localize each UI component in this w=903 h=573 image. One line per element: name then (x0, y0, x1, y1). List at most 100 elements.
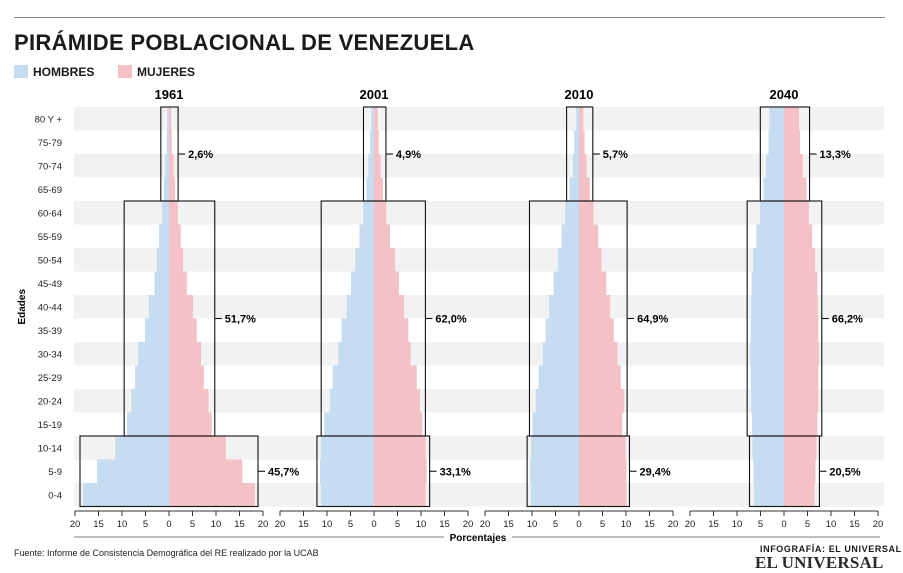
x-tick-label: 15 (439, 519, 450, 530)
x-tick-label: 5 (348, 519, 353, 530)
bar-hombres (752, 436, 784, 460)
x-tick-label: 10 (732, 519, 743, 530)
bar-hombres (766, 154, 784, 178)
age-label: 10-14 (38, 443, 62, 454)
bar-hombres (753, 459, 784, 484)
bar-hombres (530, 483, 579, 507)
bar-hombres (565, 201, 579, 225)
bar-mujeres (579, 130, 585, 155)
bar-hombres (753, 483, 784, 507)
bar-hombres (163, 177, 169, 202)
bar-mujeres (579, 483, 627, 507)
x-tick-label: 10 (621, 519, 632, 530)
x-tick-label: 5 (395, 519, 400, 530)
bar-hombres (561, 224, 579, 249)
bar-mujeres (374, 365, 417, 390)
bar-mujeres (784, 107, 800, 131)
bar-hombres (752, 412, 784, 437)
bar-hombres (530, 459, 579, 484)
bar-mujeres (374, 483, 426, 507)
x-axis-title-backdrop (444, 529, 512, 544)
bar-mujeres (374, 271, 399, 296)
bar-mujeres (579, 295, 611, 319)
bracket-percentage-label: 62,0% (435, 314, 466, 326)
bracket-percentage-label: 33,1% (440, 466, 471, 478)
bar-hombres (572, 154, 579, 178)
bar-hombres (532, 412, 579, 437)
bar-mujeres (784, 295, 818, 319)
bar-hombres (346, 295, 374, 319)
age-label: 50-54 (38, 255, 62, 266)
bar-hombres (557, 248, 579, 272)
bracket-percentage-label: 4,9% (396, 149, 421, 161)
bar-hombres (574, 130, 579, 155)
top-rule (14, 17, 885, 18)
bar-hombres (751, 389, 784, 413)
bar-mujeres (374, 436, 426, 460)
row-stripe (74, 154, 884, 178)
bracket-percentage-label: 13,3% (820, 149, 851, 161)
bar-mujeres (374, 107, 378, 131)
age-label: 15-19 (38, 420, 62, 431)
bar-mujeres (169, 342, 201, 366)
bracket-percentage-label: 29,4% (639, 466, 670, 478)
infographic-credit: INFOGRAFÍA: EL UNIVERSAL (760, 544, 902, 554)
age-label: 5-9 (48, 467, 62, 478)
bar-mujeres (579, 201, 594, 225)
bar-mujeres (169, 224, 181, 249)
bar-mujeres (579, 459, 627, 484)
bar-mujeres (784, 483, 815, 507)
bar-mujeres (374, 389, 421, 413)
bar-mujeres (579, 436, 626, 460)
bar-mujeres (784, 342, 819, 366)
bar-hombres (366, 177, 374, 202)
row-stripe (74, 201, 884, 225)
bar-mujeres (169, 201, 178, 225)
bar-hombres (167, 107, 169, 131)
newspaper-logo: EL UNIVERSAL (755, 553, 884, 572)
bar-mujeres (374, 154, 381, 178)
y-axis-title: Edades (17, 289, 28, 325)
bar-mujeres (784, 154, 803, 178)
x-tick-label: 0 (781, 519, 786, 530)
bar-mujeres (579, 271, 607, 296)
bar-mujeres (784, 177, 807, 202)
row-stripe (74, 248, 884, 272)
bracket-percentage-label: 20,5% (829, 466, 860, 478)
bracket-percentage-label: 5,7% (603, 149, 628, 161)
x-tick-label: 15 (234, 519, 245, 530)
age-label: 55-59 (38, 232, 62, 243)
bracket-percentage-label: 45,7% (268, 466, 299, 478)
bar-mujeres (169, 412, 212, 437)
bar-mujeres (169, 365, 204, 390)
bar-hombres (752, 248, 784, 272)
bar-mujeres (784, 224, 813, 249)
bar-mujeres (784, 318, 819, 343)
row-stripe (74, 436, 884, 460)
bracket-percentage-label: 2,6% (188, 149, 213, 161)
age-label: 45-49 (38, 279, 62, 290)
bar-hombres (82, 483, 169, 507)
x-tick-label: 5 (805, 519, 810, 530)
bar-hombres (768, 130, 784, 155)
x-tick-label: 10 (527, 519, 538, 530)
age-label: 0-4 (48, 490, 62, 501)
bar-hombres (329, 389, 374, 413)
bar-mujeres (374, 248, 396, 272)
bar-mujeres (784, 130, 800, 155)
bar-hombres (569, 177, 579, 202)
age-label: 35-39 (38, 326, 62, 337)
bar-hombres (769, 107, 784, 131)
legend-item-hombres: HOMBRES (14, 64, 95, 79)
legend-label-hombres: HOMBRES (33, 64, 95, 79)
bar-hombres (750, 365, 784, 390)
bar-mujeres (784, 201, 809, 225)
legend-item-mujeres: MUJERES (118, 64, 195, 79)
bar-hombres (363, 201, 374, 225)
legend-swatch-mujeres (118, 65, 132, 79)
bar-hombres (165, 154, 169, 178)
bar-mujeres (374, 130, 379, 155)
bar-mujeres (579, 248, 602, 272)
bar-mujeres (169, 389, 209, 413)
